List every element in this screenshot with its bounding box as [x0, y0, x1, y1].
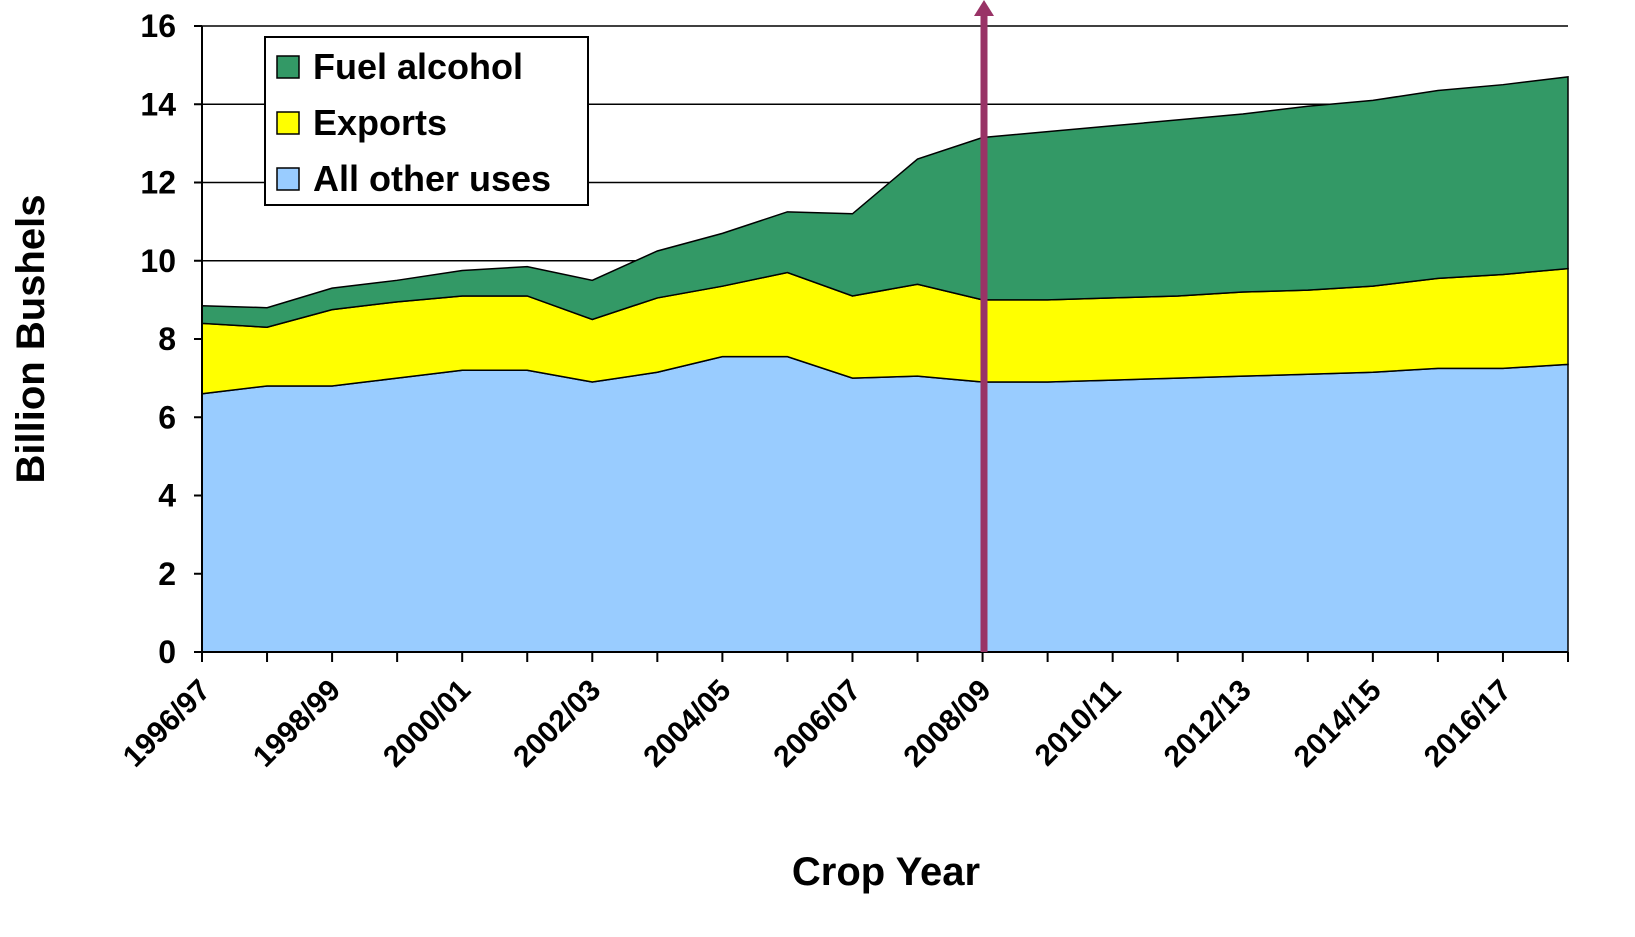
x-axis-title: Crop Year [792, 850, 980, 894]
y-tick-label: 0 [158, 634, 176, 670]
area [201, 76, 1569, 329]
y-axis-title: Billion Bushels [9, 195, 53, 484]
x-tick-label: 2004/05 [637, 674, 737, 774]
x-tick-label: 2002/03 [507, 674, 607, 774]
legend-label: Fuel alcohol [313, 46, 523, 87]
area [201, 355, 1569, 653]
legend-box [264, 36, 589, 206]
x-tick-label: 1998/99 [247, 674, 347, 774]
legend-swatch [276, 111, 300, 135]
x-tick-label: 2006/07 [767, 674, 867, 774]
y-tick-label: 16 [140, 8, 176, 44]
areas [201, 76, 1569, 653]
forecast-arrowhead [974, 0, 994, 16]
x-tick-label: 2008/09 [897, 674, 997, 774]
x-tick-label: 2012/13 [1158, 674, 1258, 774]
x-tick-label: 2014/15 [1288, 674, 1388, 774]
x-tick-label: 2016/17 [1418, 674, 1518, 774]
y-tick-label: 6 [158, 399, 176, 435]
legend-label: Exports [313, 102, 447, 143]
legend-swatch [276, 55, 300, 79]
legend: Fuel alcohol Exports All other uses [264, 36, 589, 206]
x-tick-label: 2000/01 [377, 674, 477, 774]
y-tick-label: 2 [158, 556, 176, 592]
legend-swatch [276, 167, 300, 191]
legend-label: All other uses [313, 158, 551, 199]
y-tick-label: 8 [158, 321, 176, 357]
y-tick-label: 14 [140, 86, 176, 122]
y-tick-label: 10 [140, 243, 176, 279]
x-tick-label: 1996/97 [117, 674, 217, 774]
y-tick-label: 4 [158, 478, 176, 514]
y-tick-label: 12 [140, 165, 176, 201]
x-tick-label: 2010/11 [1029, 674, 1128, 773]
